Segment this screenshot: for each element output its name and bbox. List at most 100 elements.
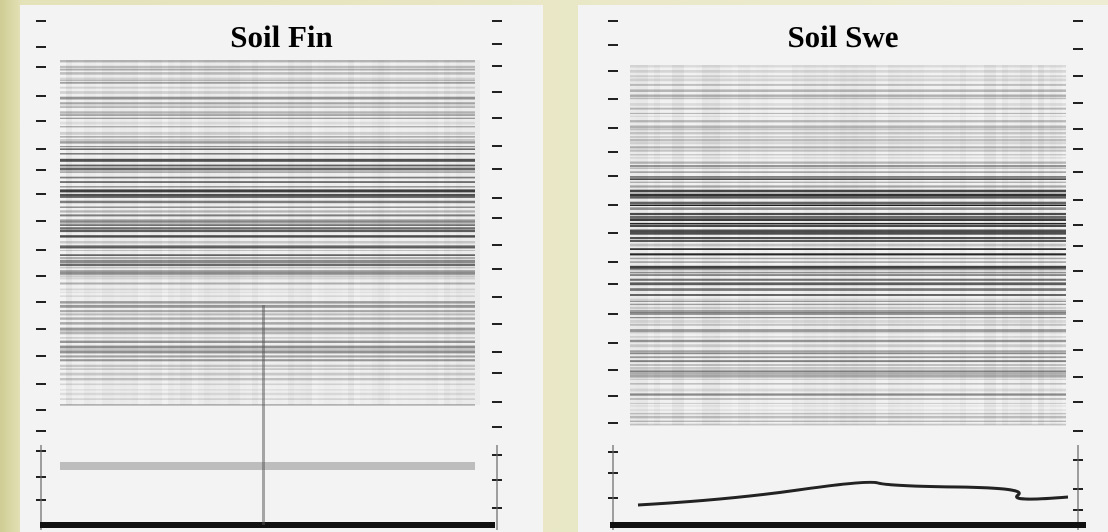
gel-band bbox=[492, 323, 502, 325]
gel-band bbox=[60, 210, 475, 213]
gel-band bbox=[60, 250, 475, 251]
gel-band bbox=[492, 145, 502, 147]
gel-band bbox=[630, 89, 1066, 92]
gel-band bbox=[492, 268, 502, 270]
gel-band bbox=[630, 157, 1066, 159]
gel-band bbox=[608, 151, 618, 153]
gel-band bbox=[630, 189, 1066, 193]
gel-band bbox=[630, 78, 1066, 82]
gel-band bbox=[630, 329, 1066, 332]
gel-band bbox=[60, 304, 475, 308]
gel-band bbox=[60, 224, 475, 226]
gel-band bbox=[630, 412, 1066, 415]
gel-band bbox=[60, 96, 475, 100]
gel-band bbox=[608, 70, 618, 72]
gel-image bbox=[608, 20, 1086, 530]
gel-band bbox=[60, 260, 475, 263]
gel-band bbox=[262, 305, 265, 525]
gel-band bbox=[60, 247, 475, 249]
gel-band bbox=[492, 296, 502, 298]
gel-band bbox=[60, 196, 475, 198]
gel-band bbox=[60, 295, 475, 297]
gel-band bbox=[36, 148, 46, 150]
gel-band bbox=[870, 65, 876, 425]
gel-band bbox=[630, 398, 1066, 400]
gel-band bbox=[60, 398, 475, 400]
gel-band bbox=[984, 65, 990, 425]
gel-band bbox=[1073, 401, 1083, 403]
panel-title: Soil Swe bbox=[787, 19, 899, 54]
gel-band bbox=[630, 181, 1066, 183]
gel-band bbox=[492, 65, 502, 67]
gel-band bbox=[36, 169, 46, 171]
gel-band bbox=[610, 522, 1086, 528]
gel-band bbox=[60, 146, 475, 148]
gel-band bbox=[630, 207, 1066, 210]
gel-band bbox=[630, 303, 1066, 306]
gel-band bbox=[630, 107, 1066, 110]
gel-band bbox=[630, 352, 1066, 355]
gel-band bbox=[1073, 171, 1083, 173]
gel-band bbox=[60, 65, 475, 69]
gel-band bbox=[36, 193, 46, 195]
gel-band bbox=[60, 200, 475, 204]
gel-band bbox=[630, 364, 1066, 366]
gel-band bbox=[1073, 199, 1083, 201]
gel-band bbox=[1038, 65, 1044, 425]
gel-band bbox=[492, 351, 502, 353]
gel-band bbox=[630, 97, 1066, 100]
gel-band bbox=[630, 306, 1066, 310]
gel-band bbox=[630, 274, 1066, 276]
gel-band bbox=[630, 212, 1066, 215]
gel-band bbox=[630, 165, 1066, 167]
gel-band bbox=[804, 65, 810, 425]
gel-band bbox=[36, 66, 46, 68]
gel-band bbox=[180, 60, 186, 405]
gel-band bbox=[630, 257, 1066, 260]
gel-band bbox=[36, 249, 46, 251]
gel-band bbox=[630, 196, 1066, 199]
gel-band bbox=[60, 301, 475, 304]
gel-band bbox=[60, 164, 475, 167]
gel-band bbox=[630, 239, 1066, 242]
gel-band bbox=[630, 282, 1066, 286]
gel-band bbox=[60, 91, 475, 94]
gel-band bbox=[60, 267, 475, 269]
gel-band bbox=[630, 94, 1066, 97]
gel-band bbox=[60, 257, 475, 260]
gel-band bbox=[630, 323, 1066, 326]
gel-band bbox=[60, 176, 475, 179]
gel-band bbox=[60, 219, 475, 222]
gel-band bbox=[630, 185, 1066, 188]
gel-band bbox=[630, 405, 1066, 407]
gel-band bbox=[60, 72, 475, 75]
gel-band bbox=[636, 65, 642, 425]
gel-band bbox=[60, 275, 475, 278]
gel-band bbox=[1073, 224, 1083, 226]
gel-band bbox=[608, 369, 618, 371]
gel-band bbox=[608, 20, 618, 22]
gel-band bbox=[60, 221, 475, 224]
gel-band bbox=[630, 298, 1066, 301]
gel-band bbox=[36, 301, 46, 303]
gel-band bbox=[492, 20, 502, 22]
gel-band bbox=[60, 114, 475, 116]
gel-band bbox=[630, 120, 1066, 123]
gel-panel: Soil Swe bbox=[578, 5, 1108, 532]
gel-band bbox=[60, 270, 475, 274]
gel-band bbox=[630, 423, 1066, 426]
gel-band bbox=[492, 168, 502, 170]
gel-band bbox=[630, 149, 1066, 152]
gel-band bbox=[672, 65, 678, 425]
gel-band bbox=[630, 146, 1066, 149]
gel-band bbox=[60, 348, 475, 351]
gel-band bbox=[492, 401, 502, 403]
gel-band bbox=[630, 312, 1066, 315]
gel-band bbox=[492, 91, 502, 93]
gel-band bbox=[608, 283, 618, 285]
gel-band bbox=[630, 171, 1066, 173]
gel-band bbox=[708, 65, 714, 425]
gel-band bbox=[1073, 270, 1083, 272]
gel-band bbox=[630, 204, 1066, 206]
gel-band bbox=[60, 227, 475, 230]
